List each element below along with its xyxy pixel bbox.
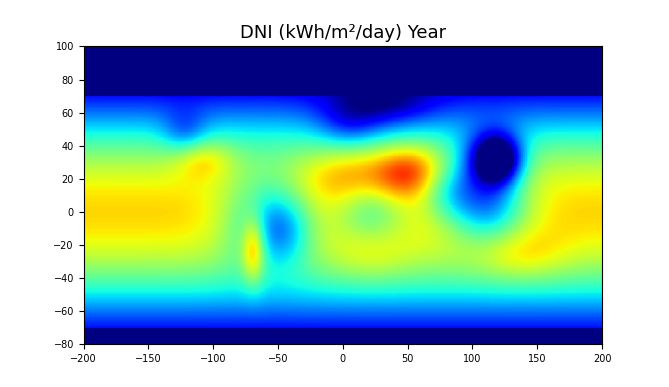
Title: DNI (kWh/m²/day) Year: DNI (kWh/m²/day) Year <box>240 24 446 42</box>
